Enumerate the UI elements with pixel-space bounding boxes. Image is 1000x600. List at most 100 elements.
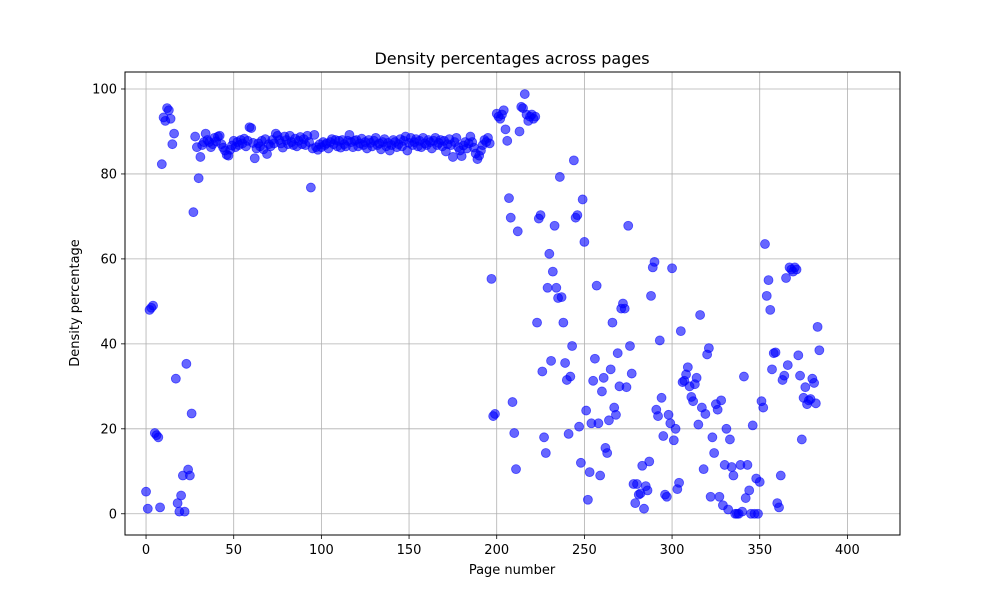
data-point xyxy=(574,421,585,432)
data-point xyxy=(155,502,165,513)
data-point xyxy=(737,506,748,517)
data-point xyxy=(767,364,777,375)
data-point xyxy=(537,366,548,377)
data-point xyxy=(793,350,804,361)
data-point xyxy=(800,382,811,393)
data-point xyxy=(542,282,553,293)
data-point xyxy=(582,494,593,505)
data-point xyxy=(742,460,753,470)
data-point xyxy=(551,282,562,293)
x-tick-label: 150 xyxy=(397,543,422,558)
data-point xyxy=(595,470,606,481)
data-point xyxy=(796,434,807,445)
data-points xyxy=(141,89,825,519)
data-point xyxy=(504,193,514,204)
data-point xyxy=(560,358,571,368)
data-point xyxy=(663,409,674,420)
data-point xyxy=(532,317,542,328)
data-point xyxy=(753,508,763,519)
x-tick-label: 100 xyxy=(309,543,334,558)
data-point xyxy=(165,113,176,124)
data-point xyxy=(725,434,735,445)
x-axis-label: Page number xyxy=(469,563,556,578)
data-point xyxy=(626,368,637,379)
data-point xyxy=(598,372,609,383)
data-point xyxy=(141,486,151,497)
data-point xyxy=(554,172,565,182)
data-point xyxy=(507,397,518,407)
data-point xyxy=(577,194,588,205)
data-point xyxy=(604,415,614,426)
data-point xyxy=(602,448,613,458)
data-point xyxy=(709,448,720,458)
data-point xyxy=(581,405,592,416)
data-point xyxy=(703,343,714,354)
data-point xyxy=(682,362,693,373)
data-point xyxy=(505,212,516,223)
data-point xyxy=(163,105,174,116)
data-point xyxy=(774,502,784,513)
data-point xyxy=(781,273,791,283)
data-point xyxy=(486,273,497,284)
data-point xyxy=(744,485,755,496)
data-point xyxy=(512,226,523,237)
y-tick-label: 40 xyxy=(100,337,117,352)
data-point xyxy=(758,402,769,413)
data-point xyxy=(716,395,727,406)
data-point xyxy=(668,435,679,446)
data-point xyxy=(698,464,709,475)
data-point xyxy=(623,220,634,231)
data-point xyxy=(167,139,178,150)
data-point xyxy=(667,263,677,274)
x-axis: 0 50 100 150 200 250 300 350 400 xyxy=(142,535,860,558)
x-tick-label: 350 xyxy=(747,543,772,558)
data-point xyxy=(770,347,781,358)
data-point xyxy=(597,386,607,397)
data-point xyxy=(556,292,567,303)
data-point xyxy=(612,348,623,359)
data-point xyxy=(565,371,576,382)
data-point xyxy=(611,409,621,420)
data-point xyxy=(714,491,725,502)
data-point xyxy=(153,432,164,443)
data-point xyxy=(568,155,579,166)
data-point xyxy=(754,477,765,487)
data-point xyxy=(179,506,190,517)
data-point xyxy=(169,128,179,139)
data-point xyxy=(760,239,770,249)
data-point xyxy=(246,123,257,133)
data-point xyxy=(195,152,206,162)
data-point xyxy=(591,280,602,291)
x-tick-label: 400 xyxy=(835,543,860,558)
data-point xyxy=(707,432,718,443)
data-point xyxy=(670,423,681,434)
data-point xyxy=(584,467,595,478)
data-point xyxy=(791,264,802,275)
data-point xyxy=(691,372,702,383)
data-point xyxy=(649,256,660,267)
data-point xyxy=(653,411,663,421)
data-point xyxy=(739,371,749,382)
data-point xyxy=(498,105,509,116)
data-point xyxy=(775,470,786,481)
data-point xyxy=(619,303,630,314)
y-tick-label: 100 xyxy=(92,82,117,97)
data-point xyxy=(761,290,772,301)
data-point xyxy=(579,237,590,247)
data-point xyxy=(721,423,732,434)
data-point xyxy=(176,490,187,501)
data-point xyxy=(490,409,500,419)
data-point xyxy=(514,126,525,137)
data-point xyxy=(726,462,737,472)
data-point xyxy=(249,153,260,164)
y-tick-label: 60 xyxy=(100,252,117,267)
data-point xyxy=(812,321,823,332)
data-point xyxy=(170,373,181,384)
data-point xyxy=(765,304,776,315)
data-point xyxy=(654,335,665,346)
data-point xyxy=(642,485,653,496)
y-tick-label: 80 xyxy=(100,167,117,182)
data-point xyxy=(639,503,649,514)
data-point xyxy=(688,396,698,407)
